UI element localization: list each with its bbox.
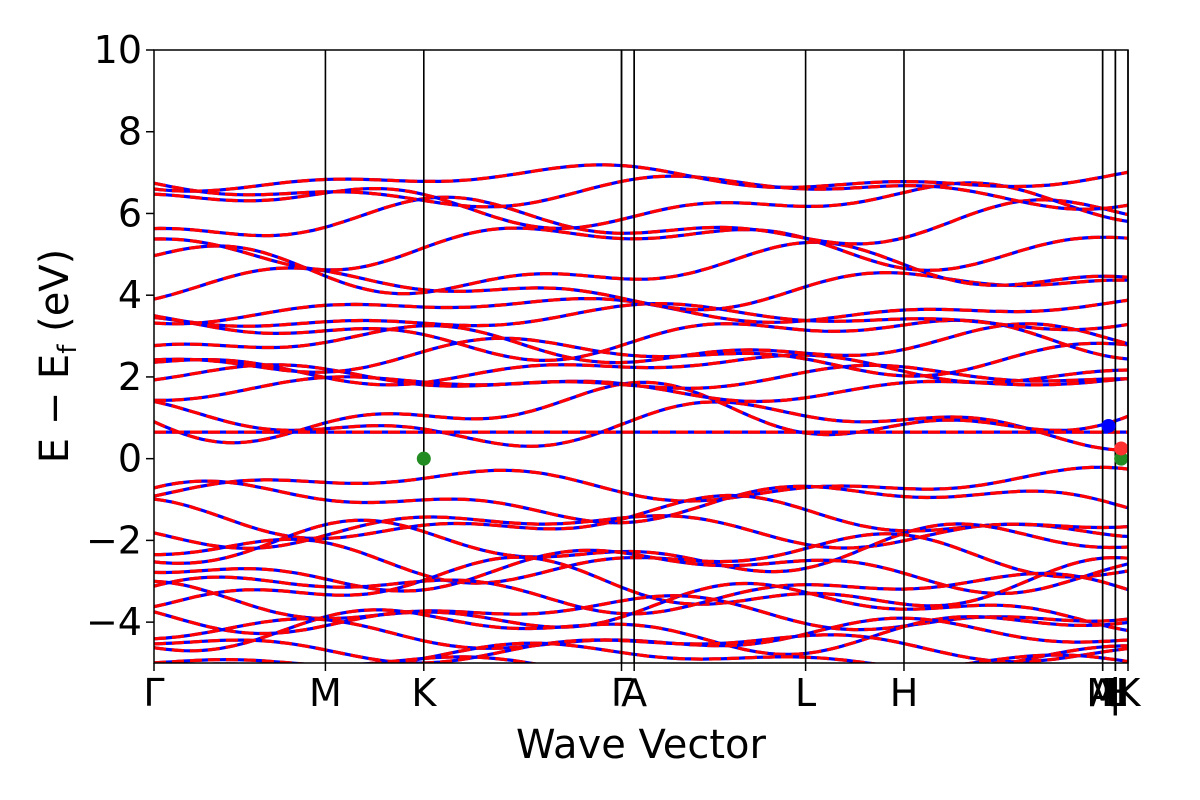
x-tick-label: L <box>1105 671 1126 715</box>
band-line-red <box>154 336 1128 378</box>
band-lines <box>154 163 1128 663</box>
band-line-red <box>154 633 1128 663</box>
x-tick-label: | <box>1109 671 1122 716</box>
band-line-red <box>154 399 1128 452</box>
band-line-red <box>154 363 1128 390</box>
band-line-red <box>154 548 1128 596</box>
y-tick-label: 0 <box>118 437 142 481</box>
x-tick-label: | <box>1109 671 1122 716</box>
band-line-red <box>154 322 1128 365</box>
band-line-red <box>154 266 1128 312</box>
band-line-blue <box>154 195 1128 246</box>
band-line-red <box>154 514 1128 550</box>
y-tick-label: 2 <box>118 355 142 399</box>
plot-frame <box>153 49 1129 664</box>
vbm-marker <box>416 451 431 466</box>
y-tick-label: 6 <box>118 191 142 235</box>
band-line-red <box>154 163 1128 193</box>
cbm-marker <box>1101 418 1116 433</box>
band-line-red <box>154 479 1128 525</box>
band-line-red <box>154 174 1128 211</box>
y-tick-label: −2 <box>86 518 142 562</box>
band-line-red <box>154 555 1128 609</box>
x-tick-label: M <box>1086 671 1119 715</box>
band-line-red <box>154 571 1128 616</box>
x-tick-label: L <box>795 671 816 715</box>
band-line-red <box>154 226 1128 272</box>
x-tick-label: A <box>1090 671 1116 715</box>
band-line-red <box>154 240 1128 296</box>
x-tick-label: H <box>1101 671 1130 715</box>
band-line-red <box>154 353 1128 387</box>
band-line-red <box>154 465 1128 503</box>
x-axis-label: Wave Vector <box>516 722 767 768</box>
y-axis-label: E − Ef (eV) <box>32 249 83 464</box>
y-axis-label-unit: (eV) <box>32 249 78 345</box>
band-line-red <box>154 195 1128 246</box>
x-axis-ticks: Γ M K ΓA L H AM|LH|K <box>143 663 1142 716</box>
y-tick-label: −4 <box>86 600 142 644</box>
x-tick-label: Γ <box>143 671 164 715</box>
band-line-red <box>154 518 1128 574</box>
band-line-blue <box>154 226 1128 272</box>
x-tick-label: H <box>890 671 919 715</box>
band-line-red <box>154 532 1128 585</box>
y-tick-label: 10 <box>94 28 142 72</box>
vbm-marker <box>1114 451 1129 466</box>
band-line-blue <box>154 399 1128 452</box>
y-tick-label: 8 <box>118 110 142 154</box>
y-axis-label-subscript: f <box>53 344 83 354</box>
band-line-red <box>154 380 1128 445</box>
x-tick-label: K <box>411 671 437 715</box>
cbm-marker <box>1114 441 1129 456</box>
y-tick-label: 4 <box>118 273 142 317</box>
y-axis-ticks: −4 −2 0 2 4 6 8 10 <box>86 28 154 644</box>
x-tick-label: K <box>1116 671 1142 715</box>
band-line-red <box>154 181 1128 230</box>
band-line-red <box>154 594 1128 636</box>
band-line-blue <box>154 518 1128 574</box>
y-axis-label-main: E − E <box>32 354 78 464</box>
band-line-red <box>154 375 1128 404</box>
x-tick-label: M <box>309 671 342 715</box>
band-line-red <box>154 315 1128 363</box>
x-tick-label: A <box>621 671 647 715</box>
band-line-blue <box>154 181 1128 230</box>
band-line-red <box>154 641 1128 663</box>
band-line-blue <box>154 380 1128 445</box>
band-edge-markers <box>416 418 1129 466</box>
x-tick-label: Γ <box>611 671 632 715</box>
